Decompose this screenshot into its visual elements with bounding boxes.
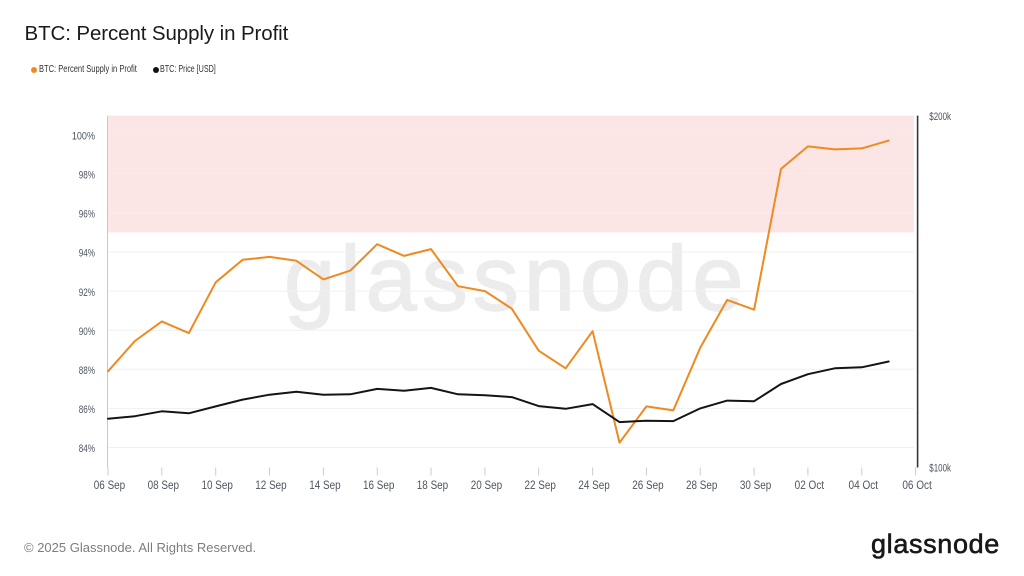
svg-text:30 Sep: 30 Sep — [740, 480, 771, 492]
svg-text:14 Sep: 14 Sep — [309, 480, 340, 492]
svg-text:02 Oct: 02 Oct — [795, 480, 825, 492]
svg-text:18 Sep: 18 Sep — [417, 480, 448, 492]
svg-text:28 Sep: 28 Sep — [686, 480, 717, 492]
svg-text:100%: 100% — [72, 130, 95, 142]
svg-text:94%: 94% — [79, 248, 95, 260]
svg-text:10 Sep: 10 Sep — [202, 480, 233, 492]
svg-text:98%: 98% — [79, 170, 95, 182]
svg-text:24 Sep: 24 Sep — [578, 480, 609, 492]
svg-text:88%: 88% — [79, 365, 95, 377]
svg-text:06 Sep: 06 Sep — [94, 480, 125, 492]
svg-text:08 Sep: 08 Sep — [148, 480, 179, 492]
svg-text:12 Sep: 12 Sep — [255, 480, 286, 492]
svg-text:90%: 90% — [79, 326, 95, 338]
svg-text:84%: 84% — [79, 443, 95, 455]
svg-text:22 Sep: 22 Sep — [525, 480, 556, 492]
svg-text:16 Sep: 16 Sep — [363, 480, 394, 492]
svg-text:06 Oct: 06 Oct — [902, 480, 932, 492]
svg-text:92%: 92% — [79, 287, 95, 299]
svg-text:$100k: $100k — [929, 462, 951, 474]
svg-text:04 Oct: 04 Oct — [849, 480, 879, 492]
svg-text:26 Sep: 26 Sep — [632, 480, 663, 492]
svg-text:20 Sep: 20 Sep — [471, 480, 502, 492]
svg-text:$200k: $200k — [929, 111, 951, 123]
svg-text:96%: 96% — [79, 209, 95, 221]
svg-text:86%: 86% — [79, 404, 95, 416]
